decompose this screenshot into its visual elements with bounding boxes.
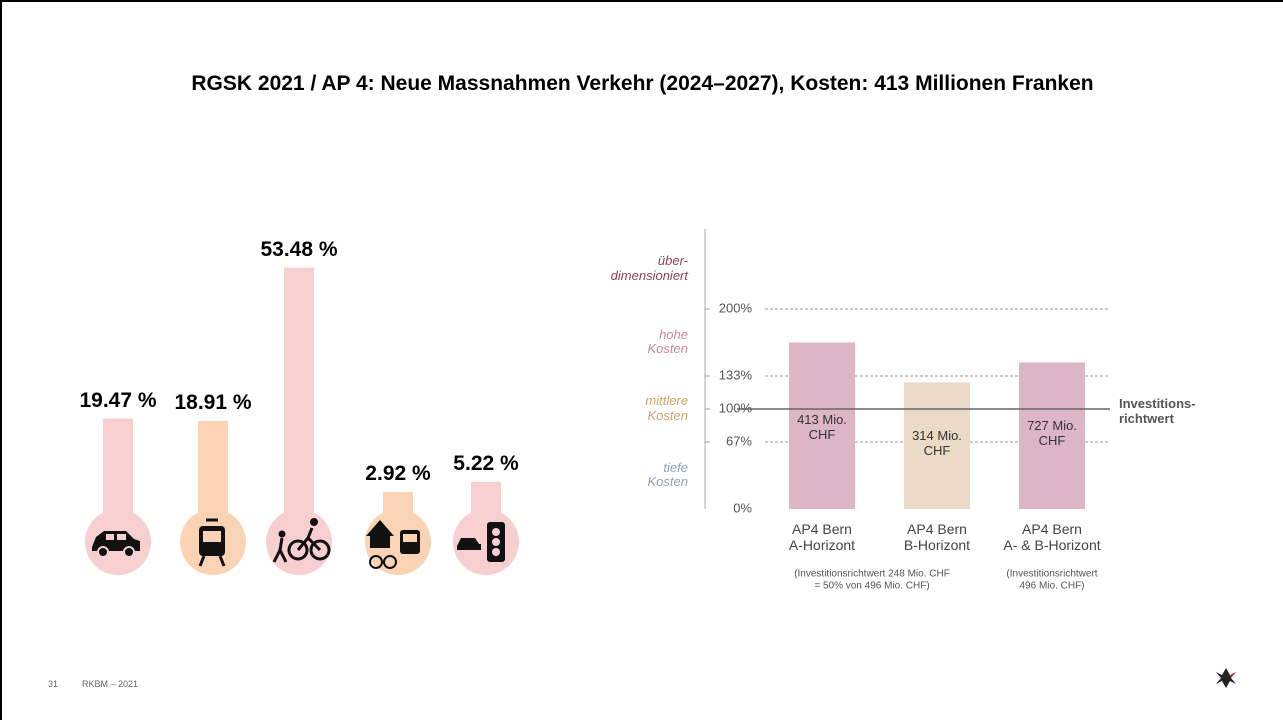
- icons: [92, 518, 505, 569]
- footer-text: RKBM – 2021: [82, 679, 139, 689]
- house-tram-icon: [366, 520, 420, 569]
- y-tick-label: 200%: [718, 300, 752, 316]
- bar-label: 727 Mio. CHF: [1027, 418, 1077, 448]
- zone-label: tiefe Kosten: [647, 459, 688, 490]
- bar: [198, 421, 228, 515]
- zone-label: mittlere Kosten: [645, 393, 688, 423]
- bike-icon: [272, 518, 331, 563]
- traffic-light-icon: [457, 522, 505, 562]
- bar: [284, 267, 314, 515]
- value-label: 2.92 %: [365, 461, 431, 485]
- zone-label: hohe Kosten: [647, 326, 688, 357]
- bar: [1019, 362, 1085, 509]
- logo: [1216, 668, 1236, 688]
- value-label: 53.48 %: [260, 237, 338, 261]
- y-tick-label: 0%: [733, 500, 752, 516]
- reference-label: Investitions- richtwert: [1119, 396, 1196, 426]
- note: (Investitionsrichtwert 248 Mio. CHF = 50…: [794, 568, 950, 592]
- y-tick-label: 100%: [718, 400, 752, 416]
- value-label: 19.47 %: [79, 388, 157, 412]
- page-number: 31: [48, 679, 59, 689]
- note: (Investitionsrichtwert 496 Mio. CHF): [1006, 568, 1098, 592]
- bar: [904, 382, 970, 509]
- bar-label: 314 Mio. CHF: [912, 428, 962, 458]
- bar: [103, 418, 133, 515]
- bar: [471, 481, 501, 515]
- zone-label: über- dimensioniert: [610, 253, 688, 283]
- tram-icon: [198, 518, 226, 567]
- bar: [383, 492, 413, 515]
- value-label: 18.91 %: [174, 390, 252, 414]
- x-tick-label: AP4 Bern A-Horizont: [788, 520, 856, 553]
- y-tick-label: 133%: [718, 367, 752, 383]
- bar: [789, 342, 855, 509]
- x-tick-label: AP4 Bern A- & B-Horizont: [1003, 520, 1101, 553]
- slide-title: RGSK 2021 / AP 4: Neue Massnahmen Verkeh…: [191, 72, 1094, 95]
- bar-label: 413 Mio. CHF: [797, 412, 847, 442]
- value-label: 5.22 %: [453, 451, 519, 475]
- x-tick-label: AP4 Bern B-Horizont: [903, 520, 971, 553]
- y-tick-label: 67%: [725, 433, 752, 449]
- car-icon: [92, 531, 140, 558]
